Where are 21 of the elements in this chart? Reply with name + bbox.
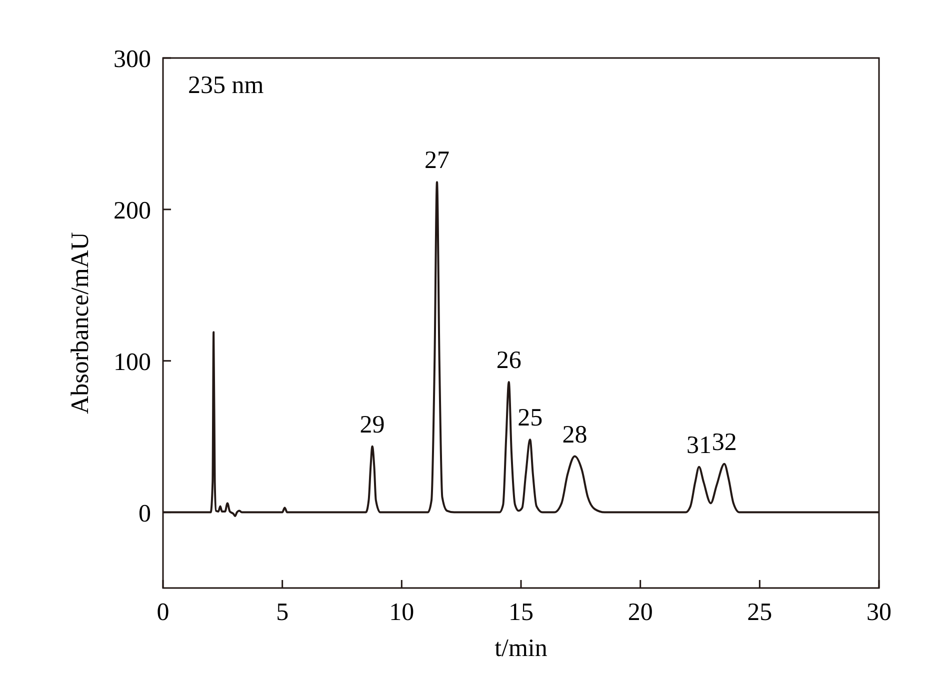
x-tick-label: 0 <box>156 599 170 626</box>
x-tick-label: 15 <box>508 599 534 626</box>
x-tick-label: 5 <box>276 599 289 626</box>
x-tick-label: 25 <box>747 599 772 626</box>
y-tick-label: 0 <box>138 500 151 528</box>
y-tick-label: 300 <box>114 46 151 73</box>
x-axis-title: t/min <box>494 635 548 662</box>
y-tick-label: 100 <box>114 348 151 376</box>
y-axis-title: Absorbance/mAU <box>67 232 94 414</box>
x-tick-label: 10 <box>389 599 414 626</box>
annotation: 235 nm <box>188 72 264 99</box>
x-tick-label: 20 <box>628 599 653 626</box>
annotation: 29 <box>360 411 385 438</box>
annotation: 27 <box>424 147 450 174</box>
x-tick-label: 30 <box>866 599 892 626</box>
annotation: 28 <box>562 421 588 448</box>
annotation: 31 <box>686 432 712 459</box>
annotation: 25 <box>518 404 543 432</box>
annotation: 32 <box>712 428 737 456</box>
y-tick-label: 200 <box>114 197 151 224</box>
annotation: 26 <box>496 347 522 374</box>
